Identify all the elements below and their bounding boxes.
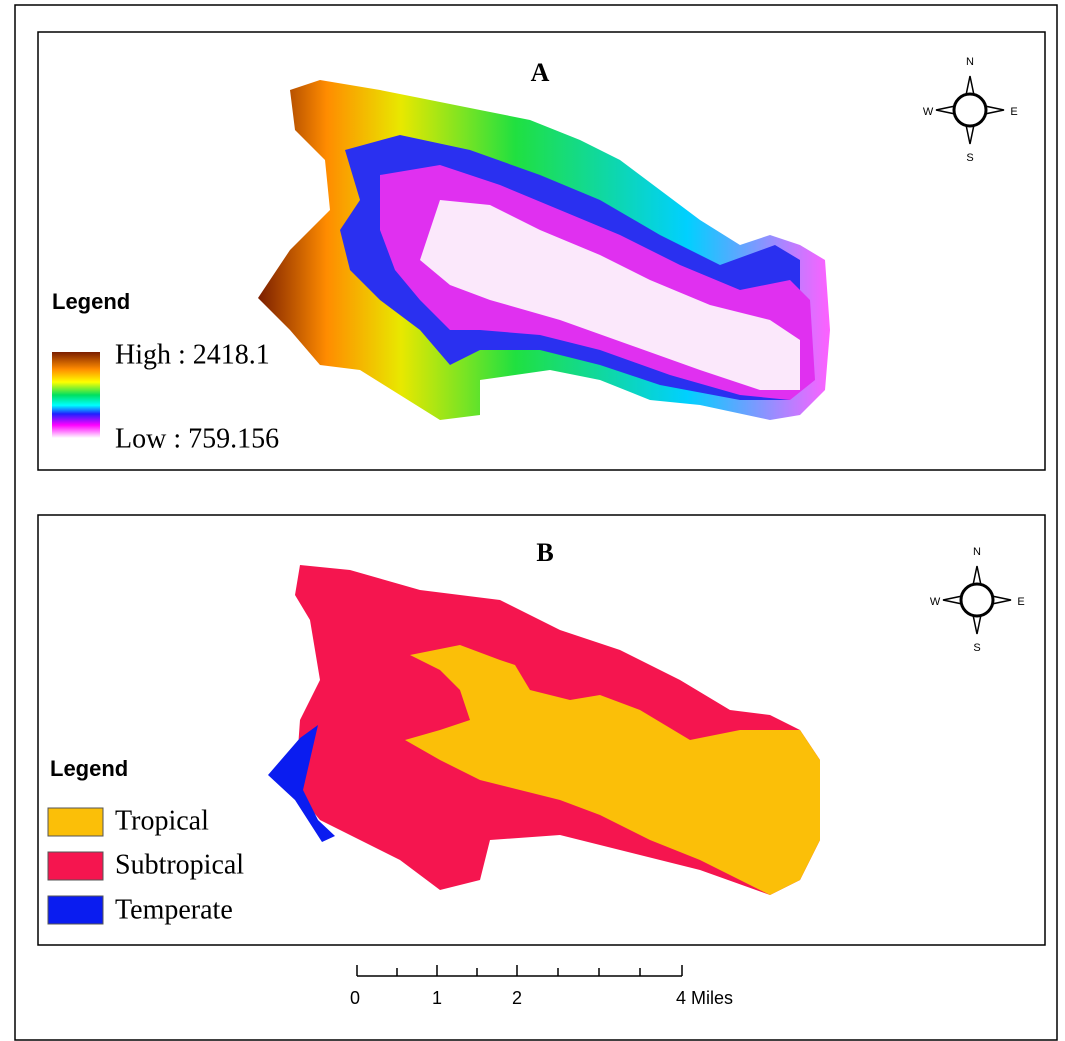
scale-label: 2 bbox=[512, 988, 522, 1008]
scale-label: 1 bbox=[432, 988, 442, 1008]
legend-title: Legend bbox=[50, 756, 128, 781]
panel-a: A Legend High : 2418.1 Low : 759.156 N S… bbox=[38, 32, 1045, 470]
compass-w: W bbox=[930, 596, 941, 608]
panel-title: A bbox=[531, 58, 550, 87]
scale-bar bbox=[357, 965, 682, 976]
scale-label: 0 bbox=[350, 988, 360, 1008]
legend-low: Low : 759.156 bbox=[115, 423, 279, 454]
compass-s: S bbox=[973, 642, 980, 654]
legend-label: Subtropical bbox=[115, 849, 244, 880]
compass-n: N bbox=[973, 546, 981, 558]
scale-label: 4 Miles bbox=[676, 988, 733, 1008]
legend-ramp bbox=[52, 352, 100, 438]
compass-w: W bbox=[923, 106, 934, 118]
panel-title: B bbox=[536, 538, 553, 567]
compass-e: E bbox=[1017, 596, 1024, 608]
map-figure: A Legend High : 2418.1 Low : 759.156 N S… bbox=[0, 0, 1065, 1041]
legend-swatch bbox=[48, 808, 103, 836]
legend-label: Temperate bbox=[115, 894, 233, 925]
panel-b: B Legend Tropical Subtropical Temperate … bbox=[38, 515, 1045, 945]
compass-n: N bbox=[966, 56, 974, 68]
legend-high: High : 2418.1 bbox=[115, 339, 270, 370]
compass-e: E bbox=[1010, 106, 1017, 118]
legend-swatch bbox=[48, 852, 103, 880]
legend-swatch bbox=[48, 896, 103, 924]
legend-label: Tropical bbox=[115, 805, 209, 836]
compass-s: S bbox=[966, 152, 973, 164]
legend-title: Legend bbox=[52, 289, 130, 314]
